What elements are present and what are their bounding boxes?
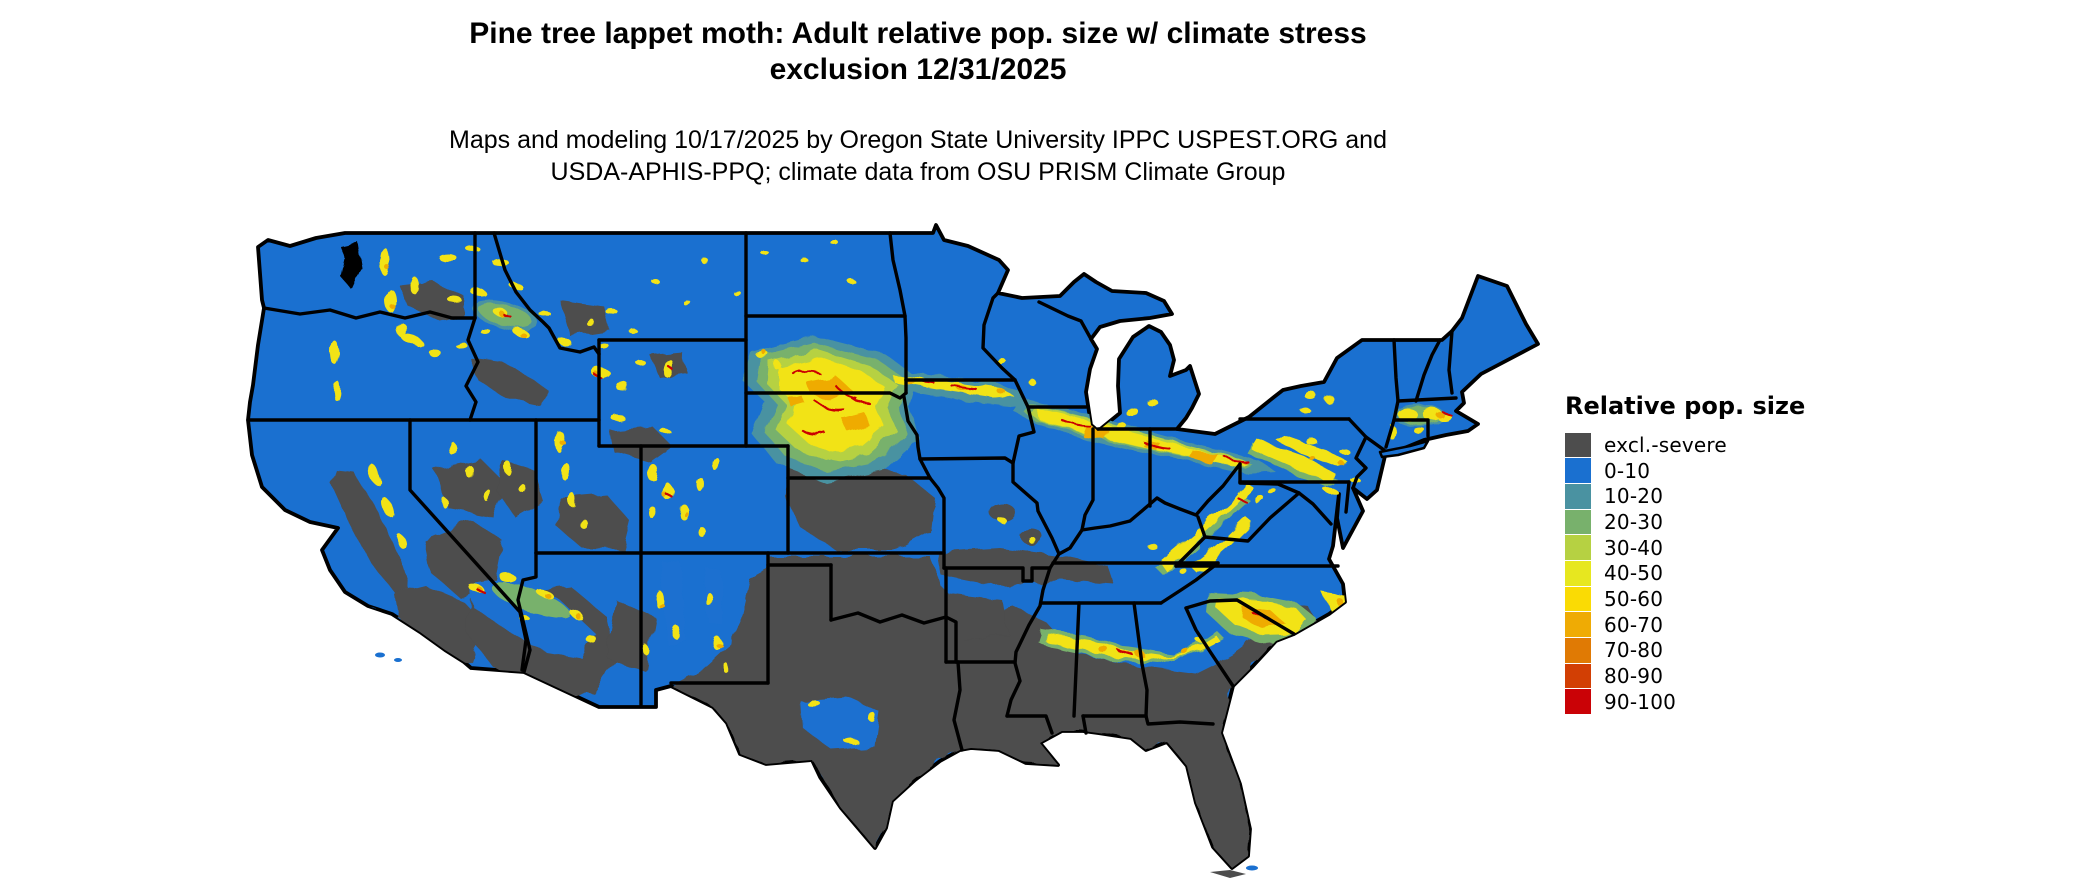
legend-swatch <box>1565 689 1591 715</box>
legend-label: 90-100 <box>1604 689 1677 714</box>
legend-row: 50-60 <box>1565 586 1865 612</box>
legend: Relative pop. size excl.-severe 0-10 10-… <box>1565 392 1865 715</box>
legend-label: 10-20 <box>1604 484 1664 509</box>
legend-label: 30-40 <box>1604 535 1664 560</box>
red-speckles <box>476 313 1453 656</box>
legend-swatch <box>1565 586 1591 612</box>
legend-row: 80-90 <box>1565 663 1865 689</box>
legend-row: 40-50 <box>1565 560 1865 586</box>
puget-sound <box>340 242 362 290</box>
legend-label: 0-10 <box>1604 458 1651 483</box>
islands <box>375 439 1430 878</box>
legend-swatch <box>1565 612 1591 637</box>
legend-swatch <box>1565 509 1591 535</box>
legend-label: 20-30 <box>1604 509 1664 534</box>
state-borders <box>246 231 1458 752</box>
legend-label: 50-60 <box>1604 586 1664 611</box>
subtitle-line-1: Maps and modeling 10/17/2025 by Oregon S… <box>449 126 1387 154</box>
page-title: Pine tree lappet moth: Adult relative po… <box>230 16 1606 88</box>
subtitle-line-2: USDA-APHIS-PPQ; climate data from OSU PR… <box>550 158 1286 186</box>
title-line-1: Pine tree lappet moth: Adult relative po… <box>469 17 1367 50</box>
legend-row: 10-20 <box>1565 483 1865 509</box>
legend-label: 70-80 <box>1604 638 1664 663</box>
map-subtitle: Maps and modeling 10/17/2025 by Oregon S… <box>230 124 1606 188</box>
legend-row: excl.-severe <box>1565 432 1865 458</box>
legend-swatch <box>1565 638 1591 663</box>
legend-swatch <box>1565 483 1591 509</box>
legend-swatch <box>1565 432 1591 458</box>
legend-label: 60-70 <box>1604 612 1664 637</box>
legend-row: 30-40 <box>1565 535 1865 561</box>
legend-row: 0-10 <box>1565 458 1865 484</box>
legend-swatch <box>1565 663 1591 689</box>
legend-swatch <box>1565 535 1591 560</box>
legend-row: 20-30 <box>1565 509 1865 535</box>
legend-row: 90-100 <box>1565 689 1865 715</box>
title-line-2: exclusion 12/31/2025 <box>769 53 1067 86</box>
legend-label: 80-90 <box>1604 664 1664 689</box>
us-map <box>230 155 1545 892</box>
legend-label: 40-50 <box>1604 561 1664 586</box>
legend-label: excl.-severe <box>1604 432 1727 457</box>
raster-layers <box>330 239 1453 868</box>
legend-swatch <box>1565 458 1591 483</box>
us-map-svg <box>246 223 1540 878</box>
legend-row: 60-70 <box>1565 612 1865 638</box>
legend-row: 70-80 <box>1565 638 1865 664</box>
legend-swatch <box>1565 560 1591 586</box>
legend-title: Relative pop. size <box>1565 392 1806 420</box>
